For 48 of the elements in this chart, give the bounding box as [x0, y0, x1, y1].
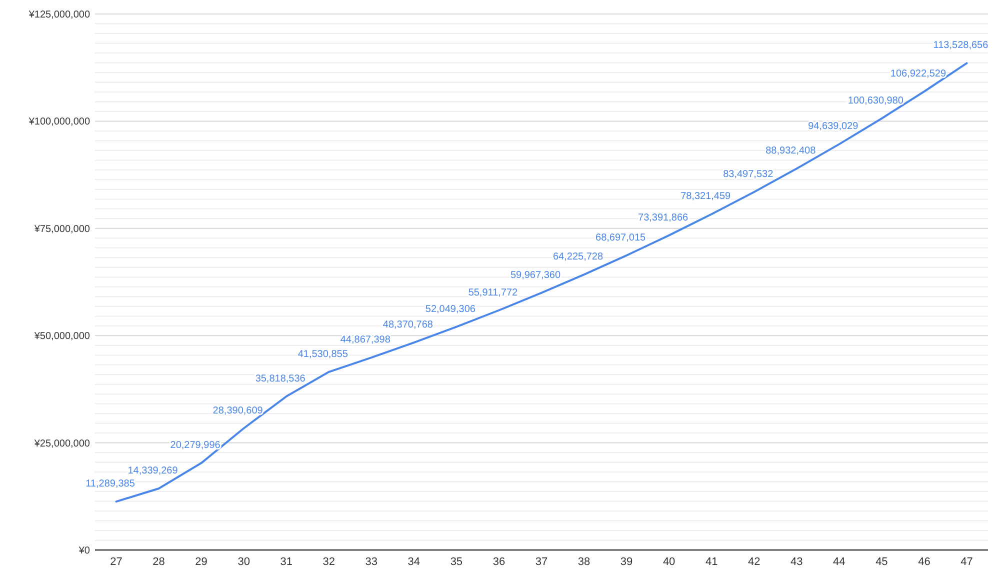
data-label: 73,391,866	[638, 212, 689, 224]
data-label: 78,321,459	[680, 191, 732, 202]
data-label: 94,639,029	[808, 121, 859, 132]
x-tick-label: 45	[876, 556, 888, 568]
data-label: 59,967,360	[510, 270, 561, 281]
data-label: 28,390,609	[212, 405, 264, 416]
y-tick-label: ¥75,000,000	[33, 224, 90, 235]
x-tick-label: 31	[280, 556, 292, 568]
x-tick-label: 46	[918, 556, 930, 568]
data-label: 48,370,768	[382, 320, 434, 331]
x-tick-label: 30	[238, 556, 250, 568]
data-label: 11,289,385	[86, 478, 136, 490]
data-label: 20,279,996	[170, 440, 221, 452]
data-label: 52,049,306	[425, 304, 476, 315]
x-tick-label: 41	[705, 556, 718, 568]
x-tick-label: 37	[535, 556, 548, 568]
x-tick-label: 28	[152, 556, 165, 568]
x-tick-label: 44	[833, 556, 846, 568]
y-tick-label: ¥50,000,000	[33, 331, 90, 342]
x-tick-label: 40	[662, 556, 676, 568]
data-label: 88,932,408	[766, 146, 816, 157]
x-tick-label: 47	[960, 556, 973, 568]
data-label: 14,339,269	[128, 466, 178, 477]
x-tick-label: 43	[790, 556, 803, 568]
data-label: 106,922,529	[890, 68, 946, 80]
x-tick-label: 27	[110, 556, 122, 568]
x-tick-label: 32	[322, 556, 336, 568]
data-label: 113,528,656	[933, 40, 989, 52]
x-tick-label: 29	[195, 556, 208, 568]
x-tick-label: 34	[408, 556, 420, 568]
data-label: 41,530,855	[298, 348, 348, 360]
x-tick-label: 38	[578, 556, 590, 568]
data-label: 83,497,532	[723, 168, 774, 180]
x-tick-label: 42	[748, 556, 760, 568]
y-tick-label: ¥125,000,000	[28, 10, 90, 20]
x-tick-label: 39	[620, 556, 633, 568]
data-label: 68,697,015	[596, 232, 646, 244]
y-tick-label: ¥100,000,000	[28, 116, 90, 128]
y-tick-label: ¥25,000,000	[33, 438, 90, 450]
data-label: 55,911,772	[468, 287, 518, 298]
x-tick-label: 33	[365, 556, 378, 568]
x-tick-label: 36	[492, 556, 506, 568]
x-tick-label: 35	[450, 556, 463, 568]
data-label: 100,630,980	[848, 95, 904, 106]
y-tick-label: ¥0	[78, 546, 90, 556]
data-label: 64,225,728	[552, 252, 604, 263]
data-label: 35,818,536	[255, 373, 306, 384]
data-label: 44,867,398	[340, 334, 391, 346]
